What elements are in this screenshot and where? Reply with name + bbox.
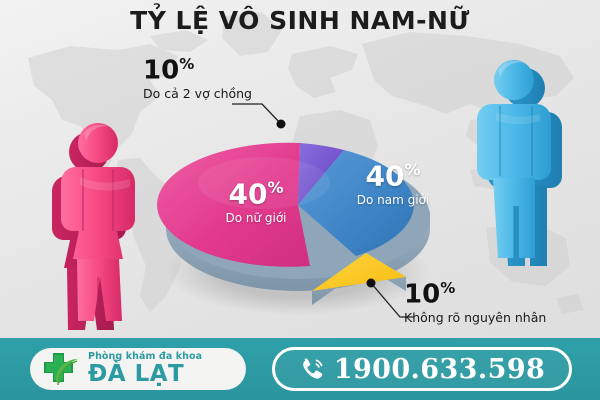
pie-slice-unknown [312, 253, 406, 291]
percent-symbol: % [440, 279, 456, 297]
male-pictogram [470, 52, 570, 267]
pie-callout-both-caption: Do cả 2 vợ chồng [143, 85, 252, 101]
clinic-cross-leaf-icon [40, 350, 84, 388]
female-pictogram [46, 115, 146, 330]
footer-bar: Phòng khám đa khoa ĐÀ LẠT 1900.633.598 [0, 338, 600, 400]
pie-callout-both-partners: 10% Do cả 2 vợ chồng [143, 57, 252, 101]
pie-slice-female [157, 142, 310, 267]
pie-slice-male [298, 150, 414, 256]
hotline-button[interactable]: 1900.633.598 [272, 347, 572, 391]
clinic-subtitle: Phòng khám đa khoa [88, 351, 203, 363]
clinic-logo-pill[interactable]: Phòng khám đa khoa ĐÀ LẠT [30, 348, 246, 390]
clinic-name: ĐÀ LẠT [88, 360, 185, 387]
pie-slice-both [298, 143, 344, 205]
pie-callout-both-percent: 10 [143, 55, 180, 86]
hotline-number: 1900.633.598 [333, 353, 546, 385]
pie-callout-unknown-caption: Không rõ nguyên nhân [404, 309, 547, 325]
pie-chart [157, 95, 440, 325]
phone-icon [299, 356, 325, 382]
pie-callout-unknown-cause: 10% Không rõ nguyên nhân [404, 281, 546, 325]
page-title: TỶ LỆ VÔ SINH NAM-NỮ [130, 6, 470, 35]
percent-symbol: % [179, 55, 195, 73]
pie-callout-unknown-percent: 10 [404, 279, 441, 310]
